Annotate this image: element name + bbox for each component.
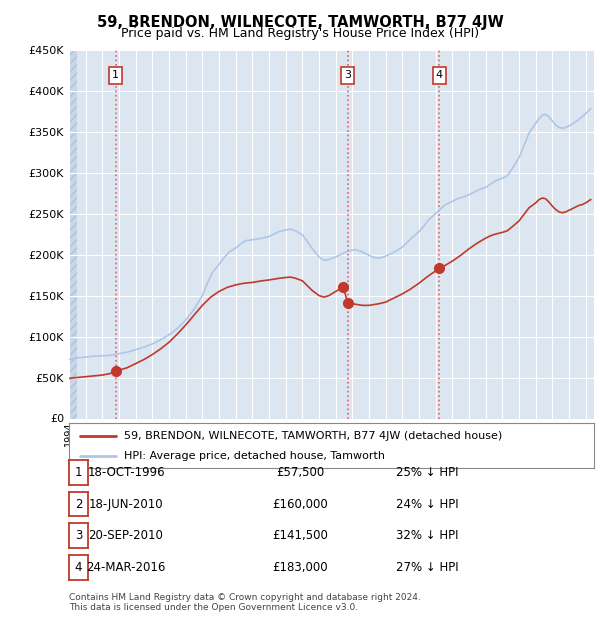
Text: £141,500: £141,500 bbox=[272, 529, 328, 542]
Text: 4: 4 bbox=[436, 71, 443, 81]
Text: 18-JUN-2010: 18-JUN-2010 bbox=[89, 498, 163, 510]
Text: 24-MAR-2016: 24-MAR-2016 bbox=[86, 561, 166, 574]
Text: £160,000: £160,000 bbox=[272, 498, 328, 510]
Text: 20-SEP-2010: 20-SEP-2010 bbox=[89, 529, 163, 542]
Text: 2: 2 bbox=[75, 498, 82, 510]
Text: £183,000: £183,000 bbox=[272, 561, 328, 574]
Text: 18-OCT-1996: 18-OCT-1996 bbox=[87, 466, 165, 479]
Text: 32% ↓ HPI: 32% ↓ HPI bbox=[396, 529, 458, 542]
Text: 1: 1 bbox=[75, 466, 82, 479]
Text: 59, BRENDON, WILNECOTE, TAMWORTH, B77 4JW: 59, BRENDON, WILNECOTE, TAMWORTH, B77 4J… bbox=[97, 16, 503, 30]
Text: £57,500: £57,500 bbox=[276, 466, 324, 479]
Text: 3: 3 bbox=[75, 529, 82, 542]
Text: 24% ↓ HPI: 24% ↓ HPI bbox=[396, 498, 458, 510]
Text: Contains HM Land Registry data © Crown copyright and database right 2024.
This d: Contains HM Land Registry data © Crown c… bbox=[69, 593, 421, 612]
Text: 27% ↓ HPI: 27% ↓ HPI bbox=[396, 561, 458, 574]
Text: 1: 1 bbox=[112, 71, 119, 81]
Text: 25% ↓ HPI: 25% ↓ HPI bbox=[396, 466, 458, 479]
Text: Price paid vs. HM Land Registry's House Price Index (HPI): Price paid vs. HM Land Registry's House … bbox=[121, 27, 479, 40]
Text: HPI: Average price, detached house, Tamworth: HPI: Average price, detached house, Tamw… bbox=[124, 451, 385, 461]
Text: 4: 4 bbox=[75, 561, 82, 574]
Text: 59, BRENDON, WILNECOTE, TAMWORTH, B77 4JW (detached house): 59, BRENDON, WILNECOTE, TAMWORTH, B77 4J… bbox=[124, 431, 502, 441]
Text: 3: 3 bbox=[344, 71, 351, 81]
Bar bbox=[69, 50, 77, 419]
